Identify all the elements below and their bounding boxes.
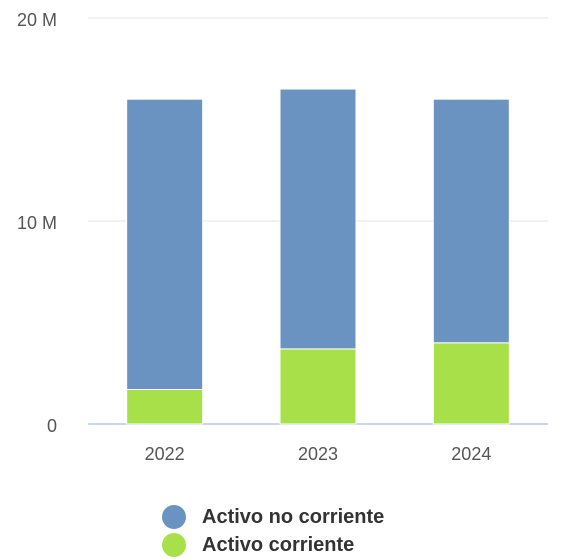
bars (126, 88, 510, 425)
legend-label: Activo no corriente (202, 505, 385, 528)
legend-label: Activo corriente (202, 533, 355, 556)
y-tick-label: 10 M (17, 213, 57, 233)
legend-swatch-activo-corriente (162, 533, 186, 557)
bar-activo-corriente-2024[interactable] (432, 342, 510, 425)
bar-activo-corriente-2023[interactable] (279, 348, 357, 425)
bar-activo-no-corriente-2023[interactable] (279, 88, 357, 350)
x-tick-label: 2023 (298, 444, 338, 464)
x-tick-label: 2024 (451, 444, 491, 464)
bar-activo-no-corriente-2022[interactable] (126, 98, 204, 390)
bar-activo-no-corriente-2024[interactable] (432, 98, 510, 344)
legend: Activo no corriente Activo corriente (162, 503, 384, 559)
x-axis: 2022 2023 2024 (145, 444, 492, 464)
legend-item-activo-no-corriente[interactable]: Activo no corriente (162, 503, 384, 531)
y-tick-label: 20 M (17, 10, 57, 30)
y-tick-label: 0 (47, 416, 57, 436)
bar-activo-corriente-2022[interactable] (126, 388, 204, 425)
y-axis: 0 10 M 20 M (17, 10, 57, 436)
legend-item-activo-corriente[interactable]: Activo corriente (162, 531, 384, 559)
x-tick-label: 2022 (145, 444, 185, 464)
legend-swatch-activo-no-corriente (162, 505, 186, 529)
